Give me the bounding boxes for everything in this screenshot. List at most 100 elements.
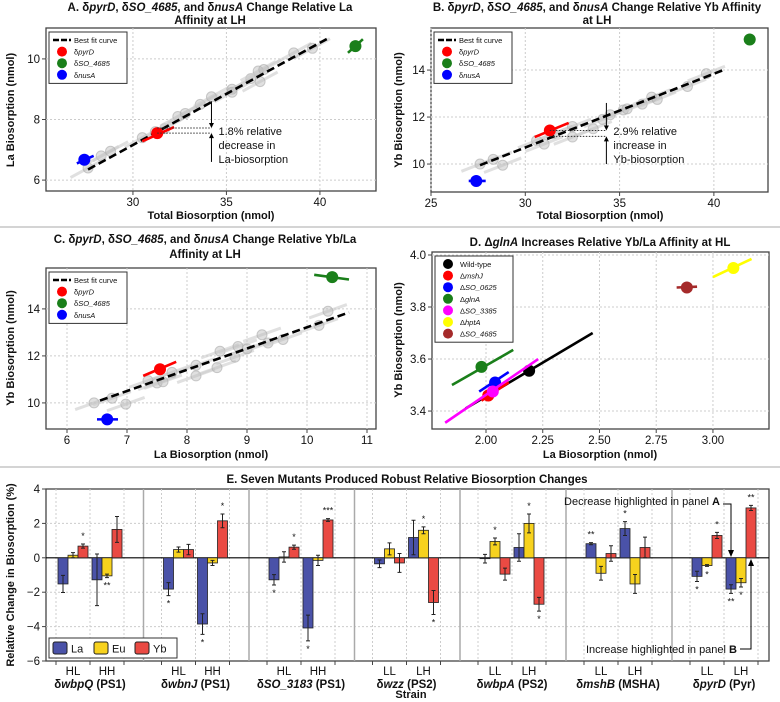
legend-name: mshJ: [465, 272, 483, 281]
strain-label-part: δ: [693, 679, 700, 691]
legend-prefix: Δ: [460, 295, 465, 304]
strain-label-part: wbpA: [484, 679, 515, 691]
subgroup-label: HH: [204, 666, 221, 678]
chart-title-part: pyrD: [453, 2, 480, 14]
y-tick-label: 6: [34, 175, 40, 187]
legend-prefix: Δ: [460, 306, 465, 315]
x-tick-label: 2.50: [588, 435, 610, 447]
strain-label: δpyrD (Pyr): [693, 679, 756, 691]
strain-label-part: wzz: [383, 679, 404, 691]
y-tick-label: −2: [27, 587, 40, 599]
y-tick-label: 4: [34, 484, 41, 496]
annotation-text: La-biosorption: [218, 154, 288, 166]
x-axis-label: Total Biosorption (nmol): [537, 210, 664, 222]
error-bar: [210, 559, 215, 567]
legend-swatch: [57, 58, 67, 69]
error-bar: [71, 552, 75, 559]
error-bar: [176, 546, 181, 553]
y-tick-label: 3.6: [410, 354, 426, 366]
arrow-head-icon: [748, 559, 754, 566]
error-bar: [81, 543, 85, 549]
strain-label: δwbpA (PS2): [477, 679, 548, 691]
strain-label-part: (PS1): [197, 679, 230, 691]
legend-label: ΔSO_0625: [460, 283, 498, 292]
legend-name: nusA: [463, 71, 480, 80]
strain-error-line: [275, 41, 313, 64]
legend-prefix: δ: [74, 48, 78, 57]
chart-title-part: D. Δ: [470, 237, 493, 249]
significance-marker: **: [727, 596, 735, 606]
legend-label: δpyrD: [459, 48, 480, 57]
legend-swatch: [134, 641, 150, 655]
subgroup-label: HL: [66, 666, 81, 678]
significance-marker: *: [695, 585, 699, 595]
legend-swatch: [57, 69, 67, 80]
subgroup-label: HL: [171, 666, 186, 678]
legend-name: nusA: [78, 71, 95, 80]
strain-error-line: [524, 135, 564, 153]
highlight-point: [78, 153, 91, 166]
error-bar: [421, 526, 426, 535]
y-tick-label: −4: [27, 622, 41, 634]
error-bar: [589, 542, 593, 546]
x-tick-label: 2.25: [532, 435, 554, 447]
error-bar: [493, 537, 497, 546]
strain-error-line: [248, 334, 288, 352]
strain-label-part: δ: [161, 679, 168, 691]
x-tick-label: 9: [244, 435, 250, 447]
significance-marker: *: [201, 637, 205, 647]
annotation-text-part: Increase highlighted in panel: [586, 644, 729, 656]
strain-error-line: [215, 348, 255, 366]
x-tick-label: 30: [519, 198, 532, 210]
x-axis-label: Total Biosorption (nmol): [148, 210, 275, 222]
strain-label: δmshB (MSHA): [576, 679, 660, 691]
legend-name: SO_3385: [465, 306, 498, 315]
error-bar: [623, 521, 627, 536]
chart-title-part: Change Relative La: [243, 2, 353, 14]
highlight-point: [727, 261, 740, 274]
annotation-text-part: A: [712, 496, 720, 508]
arrow-head-icon: [603, 125, 609, 131]
y-tick-label: 14: [412, 65, 425, 77]
error-bar: [186, 543, 191, 556]
panel-c-chart: C. δpyrD, δSO_4685, and δnusA Change Rel…: [5, 234, 377, 461]
error-bar: [377, 559, 382, 569]
strain-label-part: δ: [576, 679, 583, 691]
legend-prefix: δ: [459, 71, 463, 80]
error-bar: [609, 545, 613, 562]
legend-label: δpyrD: [74, 288, 95, 297]
x-axis-label: Strain: [395, 689, 426, 701]
error-bar: [705, 564, 709, 567]
highlight-point: [470, 174, 483, 187]
x-tick-label: 2.75: [645, 435, 667, 447]
strain-point: [258, 64, 270, 76]
legend-label: Wild-type: [460, 260, 491, 269]
x-tick-label: 40: [707, 198, 720, 210]
legend-label: δSO_4685: [74, 59, 111, 68]
chart-title-part: , and δ: [164, 234, 201, 246]
legend-name: SO_4685: [465, 330, 498, 339]
y-tick-label: 3.8: [410, 302, 426, 314]
strain-error-line: [687, 64, 726, 83]
strain-label-part: (PS1): [93, 679, 126, 691]
annotation-text: 1.8% relative: [218, 126, 282, 138]
significance-marker: *: [623, 509, 627, 519]
legend-swatch: [57, 309, 67, 320]
best-fit-line: [99, 311, 350, 402]
error-bar: [282, 551, 286, 563]
legend-label: Best fit curve: [459, 36, 502, 45]
highlight-point: [101, 413, 114, 426]
strain-error-line: [483, 156, 522, 174]
strain-error-line: [143, 373, 183, 390]
strain-point: [256, 329, 268, 341]
legend-prefix: δ: [459, 48, 463, 57]
x-tick-label: 10: [301, 435, 314, 447]
chart-title: at LH: [583, 15, 612, 27]
y-tick-label: 4.0: [410, 250, 426, 262]
legend-name: glnA: [465, 295, 480, 304]
annotation-text: Decrease highlighted in panel A: [564, 496, 720, 508]
significance-marker: *: [715, 519, 719, 529]
chart-title-part: Increases Relative Yb/La Affinity at HL: [518, 237, 730, 249]
x-tick-label: 3.00: [702, 435, 724, 447]
chart-title-part: , and δ: [177, 2, 214, 14]
